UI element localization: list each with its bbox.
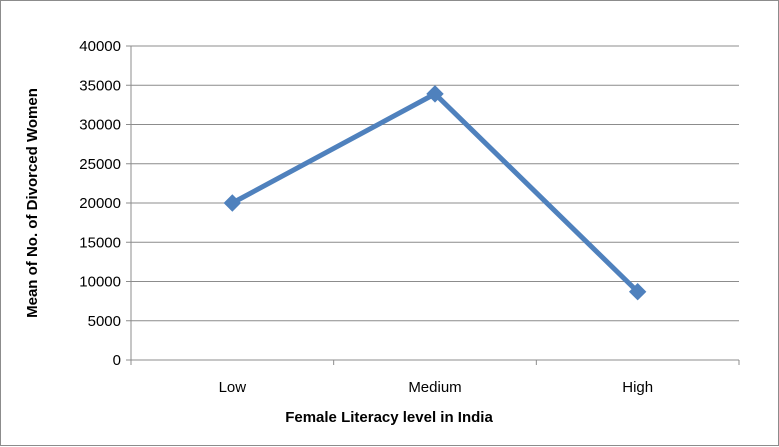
y-tick-label: 40000 — [79, 38, 121, 55]
x-tick-label: High — [622, 379, 653, 396]
y-tick-label: 5000 — [88, 313, 121, 330]
y-tick-label: 0 — [113, 352, 121, 369]
y-tick-label: 10000 — [79, 274, 121, 291]
data-point-markers — [223, 85, 647, 301]
series-line — [229, 91, 641, 295]
x-axis-title: Female Literacy level in India — [285, 409, 493, 426]
y-tick-label: 35000 — [79, 77, 121, 94]
y-tick-label: 20000 — [79, 195, 121, 212]
y-tick-label: 30000 — [79, 117, 121, 134]
y-tick-label: 25000 — [79, 156, 121, 173]
y-tick-label: 15000 — [79, 234, 121, 251]
x-tick-label: Medium — [408, 379, 461, 396]
data-point-low — [223, 194, 242, 212]
data-point-medium — [426, 85, 444, 103]
x-tick-label: Low — [219, 379, 247, 396]
axes — [126, 45, 740, 365]
x-axis-tick-labels: Low Medium High — [219, 379, 654, 396]
series-line-0 — [229, 91, 641, 295]
y-axis-title: Mean of No. of Divorced Women — [24, 88, 41, 318]
data-point-high — [628, 282, 647, 301]
y-axis-tick-labels: 0 5000 10000 15000 20000 25000 30000 35000 40000 — [79, 38, 121, 369]
